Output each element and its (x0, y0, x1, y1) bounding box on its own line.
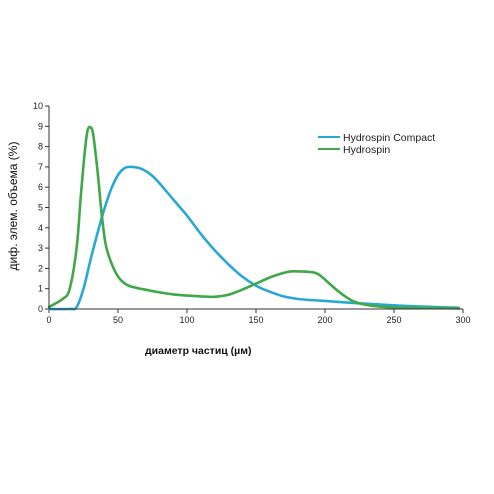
x-tick-label: 250 (386, 315, 401, 325)
series-line-hydrospin-compact (47, 165, 461, 311)
y-tick-label: 2 (38, 263, 43, 273)
x-axis-ticks: 0 50 100 150 200 250 300 (46, 309, 471, 325)
x-tick-label: 50 (113, 315, 123, 325)
y-tick-label: 0 (38, 304, 43, 314)
x-axis-title: диаметр частиц (µм) (145, 345, 251, 357)
y-axis-title: диф. элем. объема (%) (6, 142, 20, 271)
y-axis-ticks: 0 1 2 3 4 5 6 7 8 9 10 (33, 101, 49, 314)
y-tick-label: 4 (38, 223, 43, 233)
x-tick-label: 150 (248, 315, 263, 325)
y-tick-label: 10 (33, 101, 43, 111)
y-tick-label: 1 (38, 284, 43, 294)
legend-label: Hydrospin Compact (343, 132, 435, 144)
series-lines (47, 125, 461, 311)
legend-label: Hydrospin (343, 144, 390, 156)
y-tick-label: 3 (38, 243, 43, 253)
y-tick-label: 8 (38, 142, 43, 152)
x-tick-label: 200 (317, 315, 332, 325)
y-tick-label: 7 (38, 162, 43, 172)
y-tick-label: 5 (38, 203, 43, 213)
x-tick-label: 300 (455, 315, 470, 325)
series-line-hydrospin (47, 125, 461, 310)
y-tick-label: 6 (38, 182, 43, 192)
y-tick-label: 9 (38, 121, 43, 131)
x-tick-label: 0 (46, 315, 51, 325)
x-tick-label: 100 (179, 315, 194, 325)
